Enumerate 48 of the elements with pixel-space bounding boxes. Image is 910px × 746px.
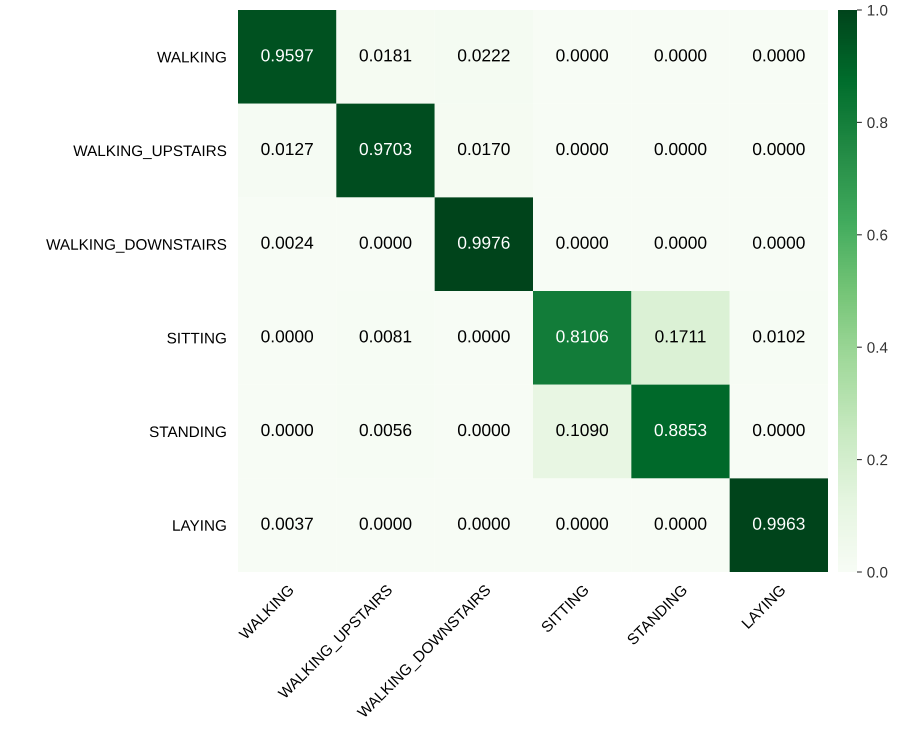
data-label: 0.8853	[654, 424, 706, 436]
data-label: 0.0056	[360, 424, 412, 436]
color-bar-label: 0.4	[867, 342, 888, 353]
data-label: 0.1090	[556, 424, 608, 436]
color-bar-label: 0.0	[867, 566, 888, 578]
data-label: 0.0000	[654, 142, 706, 156]
data-label: 0.0000	[654, 518, 706, 530]
data-label: 0.0127	[261, 142, 313, 156]
color-bar-label: 0.2	[867, 454, 888, 466]
data-label: 0.0000	[556, 142, 608, 156]
y-tick-label: WALKING_UPSTAIRS	[73, 145, 226, 160]
data-label: 0.0000	[261, 424, 314, 436]
data-label: 0.0037	[261, 518, 313, 530]
data-label: 0.0000	[556, 518, 608, 530]
data-label: 0.0000	[458, 424, 510, 436]
data-label: 0.0222	[458, 49, 510, 62]
data-label: 0.0000	[654, 49, 706, 62]
data-label: 0.0000	[752, 424, 805, 436]
data-label: 0.0000	[752, 142, 805, 156]
data-label: 0.9597	[261, 49, 313, 62]
color-bar-label: 0.6	[867, 230, 888, 240]
data-label: 0.0024	[261, 236, 314, 249]
data-label: 0.0102	[752, 330, 805, 342]
color-bar-label: 0.8	[867, 117, 888, 128]
data-label: 0.0081	[360, 330, 412, 342]
y-tick-label: LAYING	[173, 520, 226, 531]
y-tick-label: WALKING_DOWNSTAIRS	[46, 239, 226, 253]
data-label: 0.0000	[654, 236, 706, 249]
data-label: 0.0000	[360, 236, 412, 249]
y-tick-label: WALKING	[157, 52, 226, 63]
data-label: 0.0000	[556, 49, 608, 62]
data-label: 0.9976	[458, 236, 510, 249]
data-label: 0.0000	[458, 330, 510, 342]
data-label: 0.0000	[752, 236, 805, 249]
data-label: 0.9703	[360, 142, 412, 156]
y-tick-label: SITTING	[167, 332, 226, 344]
data-label: 0.8106	[556, 330, 608, 342]
data-label: 0.0181	[360, 49, 412, 62]
data-label: 0.0000	[556, 236, 608, 249]
data-label: 0.9963	[752, 518, 805, 530]
data-label: 0.0000	[458, 518, 510, 530]
color-bar-label: 1.0	[868, 4, 888, 16]
y-tick-label: STANDING	[150, 426, 226, 438]
data-label: 0.0170	[458, 142, 510, 156]
data-label: 0.0000	[752, 49, 805, 62]
data-label: 0.1711	[655, 330, 706, 342]
data-label: 0.0000	[261, 330, 314, 342]
data-label: 0.0000	[360, 518, 412, 530]
